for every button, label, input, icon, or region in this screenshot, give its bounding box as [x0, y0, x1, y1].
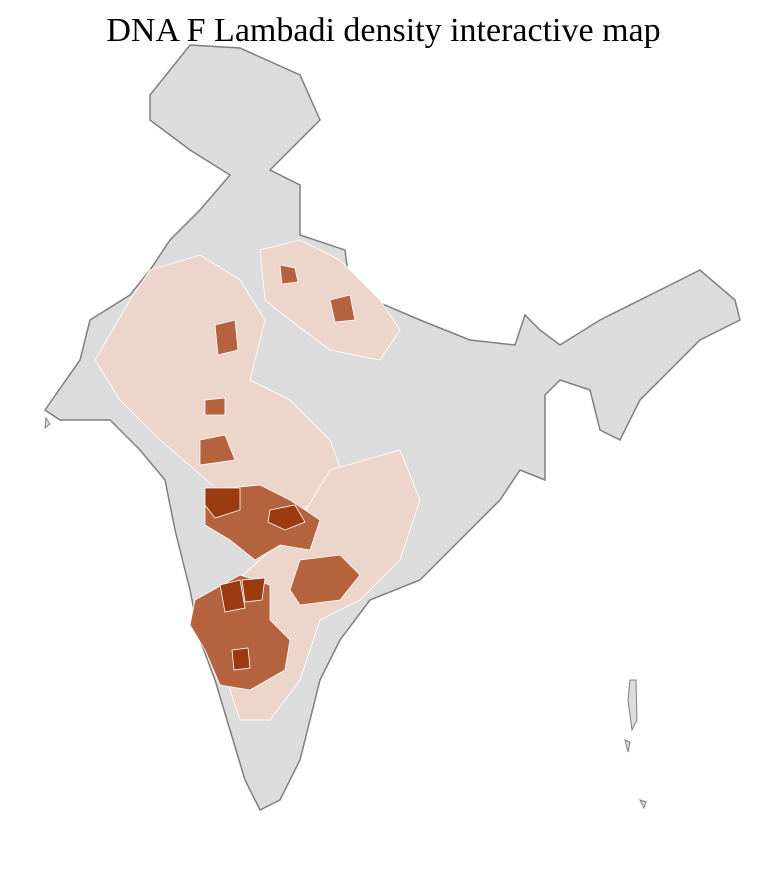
district[interactable]: [204, 397, 226, 416]
district[interactable]: [241, 577, 266, 603]
high-density-districts: [204, 487, 306, 671]
district[interactable]: [199, 434, 236, 466]
district[interactable]: [289, 554, 361, 606]
district[interactable]: [329, 294, 356, 323]
district[interactable]: [204, 487, 241, 519]
andaman-nicobar-islands: [44, 416, 647, 810]
district[interactable]: [279, 264, 299, 285]
island: [44, 416, 51, 430]
island: [627, 679, 638, 732]
island: [624, 739, 631, 753]
island: [639, 799, 647, 810]
map-title: DNA F Lambadi density interactive map: [106, 12, 661, 49]
district[interactable]: [214, 319, 239, 356]
medium-density-districts: [189, 264, 361, 691]
district[interactable]: [231, 647, 251, 671]
district[interactable]: [267, 504, 306, 531]
district[interactable]: [219, 579, 246, 613]
